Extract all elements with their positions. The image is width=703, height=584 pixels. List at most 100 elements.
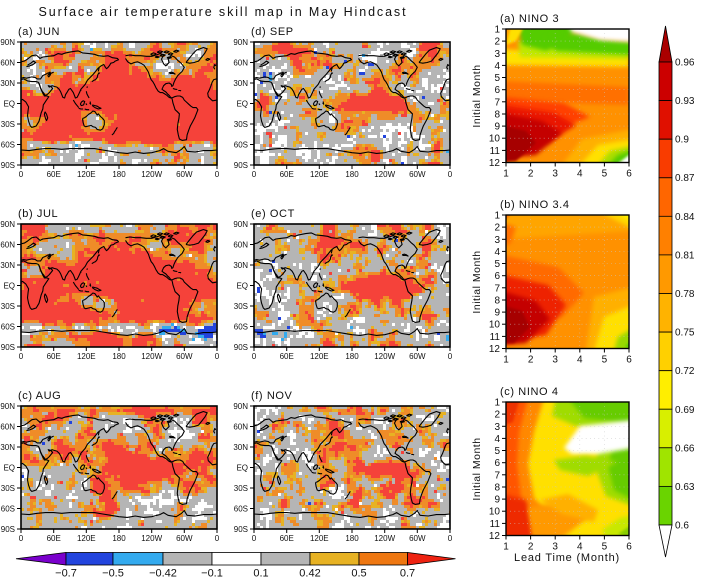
svg-text:Initial Month: Initial Month	[471, 437, 483, 500]
svg-text:(b) NINO 3.4: (b) NINO 3.4	[500, 199, 570, 211]
svg-text:3: 3	[552, 169, 558, 180]
svg-text:30S: 30S	[1, 120, 15, 129]
svg-text:10: 10	[489, 134, 501, 145]
svg-text:(b) JUL: (b) JUL	[18, 208, 58, 220]
svg-text:180: 180	[345, 534, 359, 543]
svg-text:0.87: 0.87	[675, 173, 695, 184]
svg-text:0: 0	[252, 534, 257, 543]
svg-text:120W: 120W	[141, 170, 162, 179]
svg-text:60N: 60N	[0, 241, 15, 250]
svg-text:90N: 90N	[0, 38, 15, 47]
svg-text:2: 2	[494, 410, 500, 421]
svg-text:0.93: 0.93	[675, 96, 695, 107]
svg-text:1: 1	[494, 25, 500, 36]
svg-text:5: 5	[602, 169, 608, 180]
svg-text:12: 12	[489, 158, 501, 169]
svg-text:60E: 60E	[280, 534, 294, 543]
svg-text:30S: 30S	[234, 302, 248, 311]
svg-text:60S: 60S	[234, 141, 248, 150]
svg-text:6: 6	[494, 85, 500, 96]
svg-text:90S: 90S	[1, 525, 15, 534]
svg-text:12: 12	[489, 531, 501, 542]
svg-text:4: 4	[577, 169, 583, 180]
svg-text:120E: 120E	[77, 352, 96, 361]
svg-text:90S: 90S	[1, 343, 15, 352]
svg-text:4: 4	[494, 247, 500, 258]
svg-text:0.42: 0.42	[299, 568, 320, 580]
svg-text:60E: 60E	[280, 170, 294, 179]
svg-text:180: 180	[112, 534, 126, 543]
svg-text:60S: 60S	[1, 505, 15, 514]
svg-text:12: 12	[489, 344, 501, 355]
svg-text:60W: 60W	[176, 352, 193, 361]
svg-text:Initial Month: Initial Month	[471, 64, 483, 127]
svg-text:1: 1	[494, 211, 500, 222]
svg-text:60S: 60S	[234, 323, 248, 332]
svg-text:60W: 60W	[176, 534, 193, 543]
svg-text:60W: 60W	[176, 170, 193, 179]
svg-text:60W: 60W	[409, 170, 426, 179]
svg-text:6: 6	[626, 542, 632, 553]
svg-text:Lead Time (Month): Lead Time (Month)	[514, 552, 620, 564]
svg-text:6: 6	[494, 458, 500, 469]
svg-text:2: 2	[528, 169, 534, 180]
svg-text:2: 2	[528, 355, 534, 366]
svg-text:60N: 60N	[233, 423, 248, 432]
svg-text:0: 0	[215, 534, 220, 543]
svg-text:2: 2	[494, 223, 500, 234]
svg-text:EQ: EQ	[236, 282, 248, 291]
svg-text:5: 5	[602, 355, 608, 366]
svg-text:(a) NINO 3: (a) NINO 3	[500, 13, 559, 25]
svg-text:8: 8	[494, 296, 500, 307]
svg-text:120W: 120W	[141, 352, 162, 361]
svg-text:0: 0	[448, 534, 453, 543]
svg-text:6: 6	[494, 271, 500, 282]
svg-text:5: 5	[494, 259, 500, 270]
svg-text:6: 6	[626, 355, 632, 366]
svg-text:90N: 90N	[233, 220, 248, 229]
svg-text:10: 10	[489, 507, 501, 518]
svg-text:120W: 120W	[374, 352, 395, 361]
svg-text:60S: 60S	[1, 141, 15, 150]
svg-text:30S: 30S	[234, 484, 248, 493]
svg-text:−0.7: −0.7	[55, 568, 77, 580]
svg-text:Initial Month: Initial Month	[471, 250, 483, 313]
svg-text:90S: 90S	[1, 161, 15, 170]
svg-text:90N: 90N	[233, 402, 248, 411]
svg-text:0.1: 0.1	[253, 568, 268, 580]
svg-text:(a) JUN: (a) JUN	[18, 26, 60, 38]
svg-text:4: 4	[577, 355, 583, 366]
svg-text:180: 180	[345, 352, 359, 361]
svg-text:(c) AUG: (c) AUG	[18, 390, 61, 402]
svg-text:60S: 60S	[1, 323, 15, 332]
svg-text:Surface air temperature skill: Surface air temperature skill map in May…	[39, 5, 408, 19]
svg-text:90S: 90S	[234, 161, 248, 170]
svg-text:(e) OCT: (e) OCT	[251, 208, 295, 220]
svg-text:EQ: EQ	[3, 282, 15, 291]
svg-text:90N: 90N	[0, 220, 15, 229]
svg-text:90S: 90S	[234, 343, 248, 352]
svg-text:0.9: 0.9	[675, 135, 689, 146]
svg-text:8: 8	[494, 483, 500, 494]
svg-text:3: 3	[552, 355, 558, 366]
svg-text:30N: 30N	[233, 443, 248, 452]
svg-text:9: 9	[494, 308, 500, 319]
svg-text:6: 6	[626, 169, 632, 180]
svg-text:2: 2	[528, 542, 534, 553]
svg-text:5: 5	[602, 542, 608, 553]
svg-text:30N: 30N	[0, 79, 15, 88]
svg-text:120E: 120E	[310, 170, 329, 179]
svg-text:60W: 60W	[409, 534, 426, 543]
svg-text:1: 1	[503, 169, 509, 180]
svg-text:4: 4	[494, 434, 500, 445]
svg-text:3: 3	[494, 422, 500, 433]
svg-text:60N: 60N	[0, 423, 15, 432]
svg-text:0.6: 0.6	[675, 521, 689, 532]
svg-text:4: 4	[577, 542, 583, 553]
svg-text:0: 0	[215, 170, 220, 179]
svg-text:90N: 90N	[233, 38, 248, 47]
svg-text:90N: 90N	[0, 402, 15, 411]
svg-text:9: 9	[494, 122, 500, 133]
svg-text:9: 9	[494, 495, 500, 506]
svg-text:60S: 60S	[234, 505, 248, 514]
